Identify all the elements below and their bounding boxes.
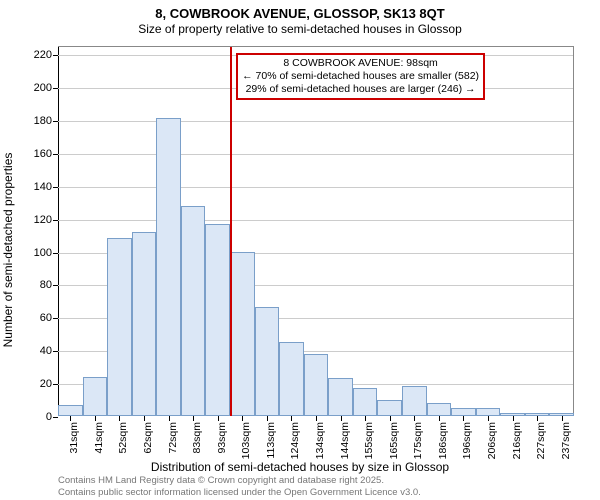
x-tick-mark xyxy=(537,416,538,421)
x-tick-mark xyxy=(291,416,292,421)
y-tick-label: 120 xyxy=(34,214,58,226)
x-tick-mark xyxy=(95,416,96,421)
x-tick-mark xyxy=(70,416,71,421)
histogram-bar xyxy=(230,252,255,416)
histogram-bar xyxy=(304,354,329,416)
histogram-bar xyxy=(255,307,280,416)
title-block: 8, COWBROOK AVENUE, GLOSSOP, SK13 8QT Si… xyxy=(0,0,600,36)
histogram-bar xyxy=(132,232,157,416)
y-tick-label: 140 xyxy=(34,181,58,193)
x-tick-label: 206sqm xyxy=(486,422,498,459)
histogram-bar xyxy=(427,403,452,416)
gridline xyxy=(58,121,573,122)
x-axis-title: Distribution of semi-detached houses by … xyxy=(0,460,600,474)
y-tick-label: 200 xyxy=(34,82,58,94)
annotation-box: 8 COWBROOK AVENUE: 98sqm← 70% of semi-de… xyxy=(236,53,485,100)
gridline xyxy=(58,154,573,155)
x-tick-mark xyxy=(513,416,514,421)
x-tick-label: 227sqm xyxy=(535,422,547,459)
x-tick-mark xyxy=(193,416,194,421)
annotation-line: 8 COWBROOK AVENUE: 98sqm xyxy=(242,57,479,70)
x-tick-mark xyxy=(218,416,219,421)
histogram-bar xyxy=(328,378,353,416)
x-tick-label: 93sqm xyxy=(216,422,228,454)
x-tick-label: 103sqm xyxy=(240,422,252,459)
histogram-bar xyxy=(181,206,206,416)
y-tick-label: 60 xyxy=(40,312,58,324)
x-tick-label: 237sqm xyxy=(560,422,572,459)
y-tick-label: 20 xyxy=(40,378,58,390)
x-tick-mark xyxy=(144,416,145,421)
y-tick-label: 180 xyxy=(34,115,58,127)
x-tick-label: 155sqm xyxy=(363,422,375,459)
x-tick-mark xyxy=(463,416,464,421)
x-tick-mark xyxy=(341,416,342,421)
annotation-line: 29% of semi-detached houses are larger (… xyxy=(242,83,479,96)
x-tick-mark xyxy=(414,416,415,421)
x-tick-label: 41sqm xyxy=(93,422,105,454)
attribution-line: Contains HM Land Registry data © Crown c… xyxy=(58,475,421,486)
histogram-bar xyxy=(377,400,402,416)
x-tick-mark xyxy=(119,416,120,421)
x-tick-mark xyxy=(562,416,563,421)
histogram-bar xyxy=(107,238,132,416)
x-tick-mark xyxy=(390,416,391,421)
attribution-text: Contains HM Land Registry data © Crown c… xyxy=(58,475,421,498)
y-axis-line xyxy=(58,47,59,416)
x-tick-label: 124sqm xyxy=(289,422,301,459)
x-tick-label: 72sqm xyxy=(167,422,179,454)
y-axis-title: Number of semi-detached properties xyxy=(1,55,15,250)
gridline xyxy=(58,220,573,221)
histogram-bar xyxy=(156,118,181,416)
y-tick-label: 40 xyxy=(40,345,58,357)
gridline xyxy=(58,187,573,188)
x-tick-label: 134sqm xyxy=(314,422,326,459)
x-tick-mark xyxy=(169,416,170,421)
x-tick-label: 113sqm xyxy=(265,422,277,459)
x-tick-label: 216sqm xyxy=(511,422,523,459)
chart-title: 8, COWBROOK AVENUE, GLOSSOP, SK13 8QT xyxy=(0,6,600,21)
x-tick-label: 196sqm xyxy=(461,422,473,459)
x-tick-label: 31sqm xyxy=(68,422,80,454)
x-tick-label: 144sqm xyxy=(339,422,351,459)
x-tick-label: 83sqm xyxy=(191,422,203,454)
histogram-bar xyxy=(58,405,83,417)
x-tick-mark xyxy=(316,416,317,421)
plot-area: 02040608010012014016018020022031sqm41sqm… xyxy=(58,46,574,416)
x-tick-mark xyxy=(267,416,268,421)
annotation-line: ← 70% of semi-detached houses are smalle… xyxy=(242,70,479,83)
histogram-bar xyxy=(451,408,476,416)
x-tick-label: 175sqm xyxy=(412,422,424,459)
y-tick-label: 220 xyxy=(34,49,58,61)
y-tick-label: 100 xyxy=(34,247,58,259)
reference-line xyxy=(230,47,232,416)
histogram-bar xyxy=(402,386,427,416)
chart-subtitle: Size of property relative to semi-detach… xyxy=(0,22,600,36)
x-tick-mark xyxy=(488,416,489,421)
property-size-histogram: 8, COWBROOK AVENUE, GLOSSOP, SK13 8QT Si… xyxy=(0,0,600,500)
histogram-bar xyxy=(353,388,378,416)
x-tick-mark xyxy=(242,416,243,421)
y-tick-label: 80 xyxy=(40,279,58,291)
attribution-line: Contains public sector information licen… xyxy=(58,487,421,498)
histogram-bar xyxy=(83,377,108,416)
x-tick-label: 165sqm xyxy=(388,422,400,459)
histogram-bar xyxy=(205,224,230,416)
x-tick-label: 62sqm xyxy=(142,422,154,454)
histogram-bar xyxy=(279,342,304,416)
x-tick-label: 186sqm xyxy=(437,422,449,459)
x-tick-mark xyxy=(439,416,440,421)
x-tick-label: 52sqm xyxy=(117,422,129,454)
y-tick-label: 160 xyxy=(34,148,58,160)
x-tick-mark xyxy=(365,416,366,421)
histogram-bar xyxy=(476,408,501,416)
y-tick-label: 0 xyxy=(46,411,58,423)
